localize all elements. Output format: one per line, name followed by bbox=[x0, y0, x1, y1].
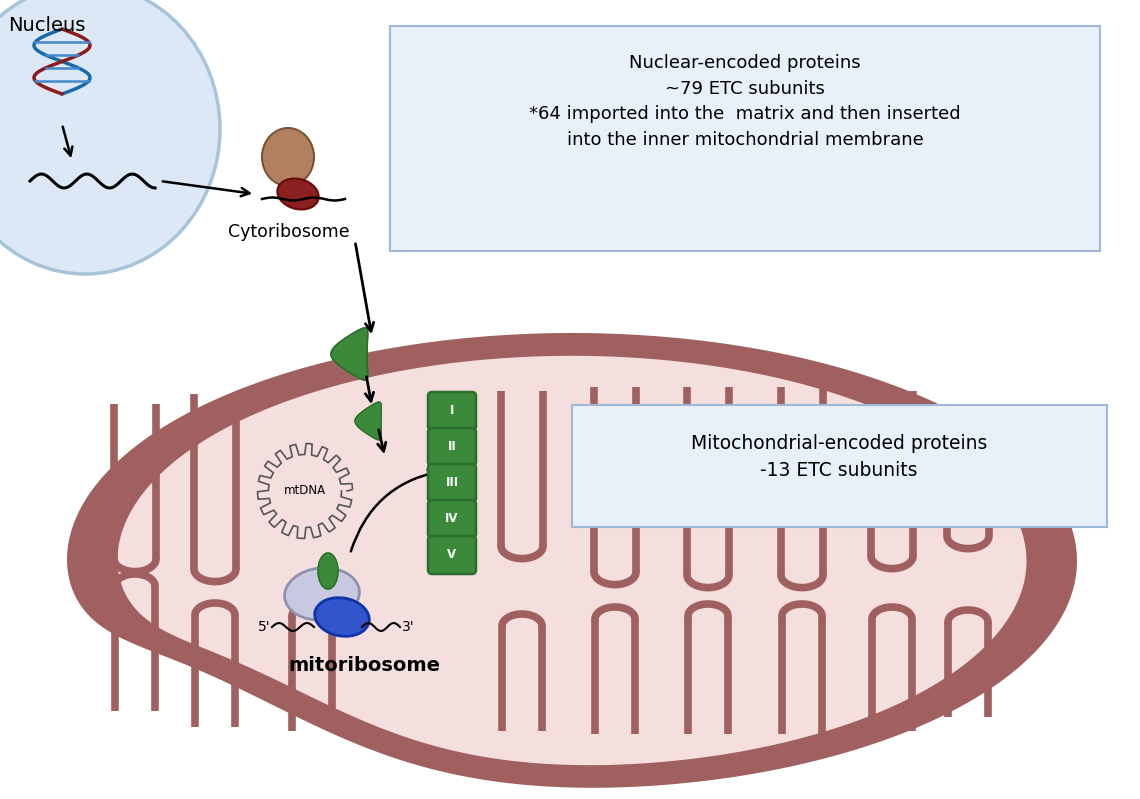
FancyBboxPatch shape bbox=[428, 428, 477, 466]
FancyBboxPatch shape bbox=[428, 500, 477, 538]
Text: mitoribosome: mitoribosome bbox=[288, 656, 440, 675]
Ellipse shape bbox=[277, 178, 319, 209]
Polygon shape bbox=[117, 356, 1026, 765]
Text: 5': 5' bbox=[258, 620, 270, 634]
FancyBboxPatch shape bbox=[428, 464, 477, 502]
FancyBboxPatch shape bbox=[390, 26, 1100, 251]
Text: mtDNA: mtDNA bbox=[284, 484, 326, 498]
FancyBboxPatch shape bbox=[572, 405, 1107, 527]
Ellipse shape bbox=[315, 598, 369, 636]
Ellipse shape bbox=[262, 128, 314, 186]
Polygon shape bbox=[331, 328, 368, 380]
FancyBboxPatch shape bbox=[428, 536, 477, 574]
FancyBboxPatch shape bbox=[428, 392, 477, 430]
Text: III: III bbox=[446, 476, 458, 490]
Text: I: I bbox=[450, 404, 454, 418]
Text: 3': 3' bbox=[402, 620, 415, 634]
Text: Nuclear-encoded proteins
~79 ETC subunits
*64 imported into the  matrix and then: Nuclear-encoded proteins ~79 ETC subunit… bbox=[529, 54, 961, 149]
Text: IV: IV bbox=[446, 512, 458, 526]
Polygon shape bbox=[355, 402, 381, 440]
Text: Cytoribosome: Cytoribosome bbox=[228, 223, 350, 241]
Text: Nucleus: Nucleus bbox=[8, 16, 86, 35]
Ellipse shape bbox=[285, 568, 359, 620]
Text: V: V bbox=[447, 548, 456, 562]
Ellipse shape bbox=[0, 0, 220, 274]
Polygon shape bbox=[318, 553, 337, 589]
Text: Mitochondrial-encoded proteins
-13 ETC subunits: Mitochondrial-encoded proteins -13 ETC s… bbox=[691, 434, 987, 479]
Polygon shape bbox=[67, 333, 1077, 788]
Text: II: II bbox=[448, 440, 456, 454]
